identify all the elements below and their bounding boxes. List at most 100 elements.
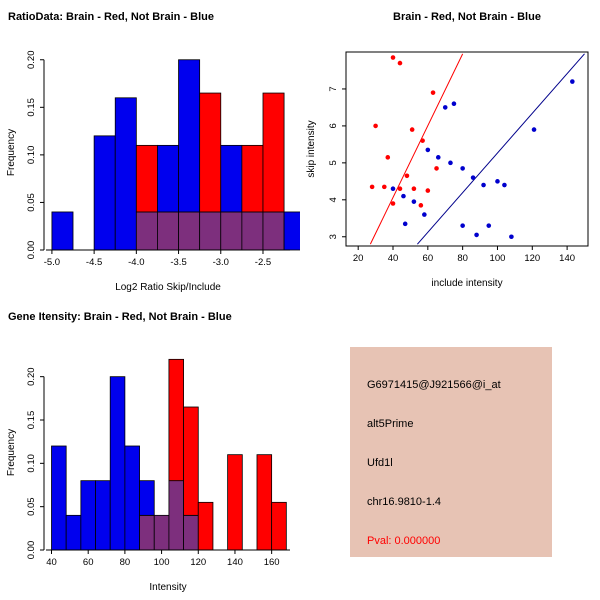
hist-bar-blue [80,480,96,551]
scatter-point-brain [404,173,410,179]
y-tick-label: 0.10 [26,454,37,473]
y-axis-title: skip intensity [306,120,317,177]
not-brain-fit-regression-line [417,53,585,245]
scatter-point-not-brain [531,127,537,132]
x-tick-label: 140 [559,253,575,264]
chart-title: Brain - Red, Not Brain - Blue [393,11,541,23]
hist-bar-blue [283,211,300,251]
x-axis-title: Intensity [149,582,186,593]
scatter-point-brain [418,203,424,208]
y-tick-label: 0.15 [26,98,37,117]
scatter-point-brain [409,127,415,132]
x-tick-label: 80 [120,557,131,568]
x-tick-label: 100 [154,557,170,568]
y-tick-label: 0.05 [26,193,37,212]
brain-fit-regression-line [369,53,464,245]
scatter-point-not-brain [435,155,441,160]
hist-bar-red [199,92,222,213]
hist-bar-overlap [262,211,285,251]
x-tick-label: 100 [490,253,506,264]
plot-frame [345,51,589,247]
x-tick-label: 40 [388,253,399,264]
x-axis-title: include intensity [431,278,502,289]
scatter-point-brain [425,188,431,193]
scatter-point-brain [430,90,436,95]
scatter-point-not-brain [402,221,408,227]
x-tick-label: 120 [524,253,540,264]
x-tick-label: 60 [423,253,434,264]
panel-intensity-scatter: Brain - Red, Not Brain - Blue 20 40 60 80 100… [300,0,600,300]
y-axis-title: Frequency [6,129,17,176]
x-tick-label: -2.5 [255,257,271,268]
hist-bar-blue [95,480,111,551]
hist-bar-overlap [157,211,179,251]
y-tick-label: 0.20 [26,367,37,386]
x-tick-label: 140 [227,557,243,568]
scatter-point-brain [411,186,417,192]
hist-bar-red [256,454,273,551]
scatter-point-not-brain [481,182,486,188]
scatter-point-not-brain [451,101,457,107]
scatter-point-brain [385,155,391,160]
scatter-point-brain [420,138,425,143]
probe-id-text: G6971415@J921566@i_at [367,379,501,391]
hist-bar-overlap [220,211,243,251]
scatter-point-not-brain [495,179,500,184]
hist-bar-blue [93,135,116,251]
scatter-point-brain [397,186,403,192]
hist-bar-blue [51,445,67,551]
scatter-point-not-brain [390,186,396,192]
hist-bar-red [168,358,184,482]
hist-bar-overlap [183,514,199,551]
y-tick-label: 0.05 [26,497,37,516]
x-tick-label: -4.5 [86,257,102,268]
scatter-point-not-brain [460,223,465,228]
hist-bar-blue [139,480,155,516]
hist-bar-red [227,454,243,551]
gene-info-box: G6971415@J921566@i_at alt5Prime Ufd1l ch… [350,347,552,557]
x-tick-label: 40 [46,557,57,568]
hist-bar-red [135,144,158,213]
hist-bar-blue [178,59,201,213]
hist-bar-red [271,501,287,551]
scatter-point-brain [390,55,396,60]
x-tick-label: 160 [264,557,280,568]
gene-symbol-text: Ufd1l [367,457,393,469]
chart-title: Gene Itensity: Brain - Red, Not Brain - … [8,311,232,323]
x-tick-label: -3.5 [170,257,186,268]
hist-bar-overlap [241,211,264,251]
y-tick-label: 7 [328,86,339,91]
scatter-point-not-brain [470,175,476,180]
scatter-point-not-brain [442,105,448,110]
intensity-scatter-chart: Brain - Red, Not Brain - Blue 20 40 60 80 100… [306,11,589,289]
ratio-histogram-chart: RatioData: Brain - Red, Not Brain - Blue… [6,11,300,293]
hist-bar-red [183,406,199,516]
scatter-point-brain [369,184,375,190]
hist-bar-blue [157,144,179,213]
hist-bar-overlap [139,514,155,551]
hist-bar-blue [109,376,126,551]
hist-bar-overlap [168,480,184,551]
hist-bar-blue [51,211,74,251]
pval-text: Pval: 0.000000 [367,535,441,547]
panel-gene-intensity-histogram: Gene Itensity: Brain - Red, Not Brain - … [0,300,300,600]
scatter-point-brain [390,201,396,206]
hist-bar-blue [220,144,243,213]
scatter-point-not-brain [474,232,479,238]
scatter-point-not-brain [570,79,575,84]
chart-title: RatioData: Brain - Red, Not Brain - Blue [8,11,214,23]
hist-bar-blue [65,514,82,551]
y-tick-label: 3 [328,234,339,239]
scatter-point-not-brain [486,223,492,228]
y-tick-label: 0.10 [26,146,37,165]
scatter-point-not-brain [411,199,417,204]
x-axis-title: Log2 Ratio Skip/Include [115,282,221,293]
x-tick-label: -4.0 [128,257,144,268]
scatter-point-not-brain [502,182,507,188]
x-tick-label: -5.0 [44,257,60,268]
y-tick-label: 0.00 [26,241,37,260]
hist-bar-red [241,144,264,213]
scatter-point-brain [434,166,439,171]
x-tick-label: 60 [83,557,94,568]
hist-bar-red [262,92,285,213]
